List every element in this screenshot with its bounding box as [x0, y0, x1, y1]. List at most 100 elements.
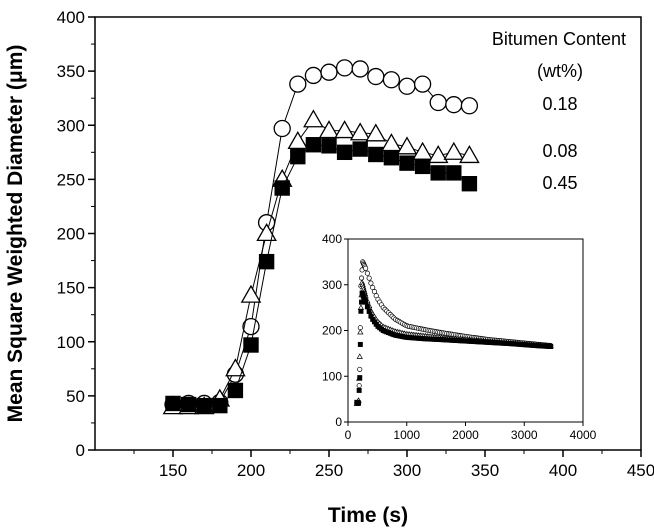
x-tick-label: 200: [237, 461, 265, 480]
y-tick-label: 50: [66, 387, 85, 406]
inset-data-point: [358, 308, 364, 314]
x-tick-label: 350: [471, 461, 499, 480]
data-point: [240, 284, 262, 303]
data-point: [225, 358, 246, 377]
x-tick-label: 400: [549, 461, 577, 480]
data-point: [446, 165, 462, 181]
data-point: [349, 122, 371, 141]
legend: Bitumen Content (wt%) 0.18 0.08 0.45: [492, 29, 626, 193]
x-tick-label: 150: [159, 461, 187, 480]
inset-data-point: [371, 289, 377, 295]
data-point: [352, 141, 368, 157]
data-point: [303, 109, 324, 128]
inset-data-point: [548, 344, 554, 349]
inset-x-tick-label: 3000: [511, 428, 538, 442]
series-0.45: [165, 137, 478, 414]
data-point: [196, 397, 212, 414]
legend-entry-0.08: 0.08: [542, 141, 577, 161]
inset-data-point: [363, 299, 369, 305]
data-point: [430, 165, 446, 181]
y-tick-label: 400: [57, 8, 85, 27]
data-point: [290, 148, 306, 165]
inset-data-point: [368, 280, 374, 286]
data-point: [459, 145, 480, 164]
data-point: [227, 382, 244, 399]
inset-data-point: [364, 270, 370, 276]
y-axis-title: Mean Square Weighted Diameter (μm): [4, 45, 27, 423]
inset-y-tick-label: 100: [322, 369, 342, 383]
y-tick-label: 300: [57, 116, 85, 135]
data-point: [274, 180, 290, 196]
inset-series-0.45: [354, 290, 554, 406]
inset-y-tick-label: 400: [322, 232, 342, 246]
x-tick-label: 250: [315, 461, 343, 480]
inset-data-point: [366, 308, 372, 314]
inset-y-tick-label: 0: [335, 415, 342, 429]
inset-x-tick-label: 1000: [393, 428, 420, 442]
data-point: [414, 158, 431, 175]
y-tick-label: 350: [57, 62, 85, 81]
data-point: [318, 120, 340, 139]
data-point: [165, 395, 181, 412]
inset-data-point: [366, 275, 372, 281]
data-point: [368, 146, 384, 163]
data-point: [304, 66, 323, 85]
data-point: [443, 141, 465, 160]
data-point: [461, 176, 478, 192]
data-point: [413, 75, 432, 93]
inset-data-point: [358, 275, 365, 281]
inset-data-point: [356, 387, 362, 393]
data-point: [334, 120, 355, 139]
data-point: [367, 67, 385, 86]
data-point: [289, 75, 307, 93]
y-tick-label: 100: [57, 333, 85, 352]
inset-data-point: [370, 284, 376, 291]
data-point: [429, 93, 447, 112]
data-point: [398, 77, 416, 95]
inset-data-point: [357, 375, 363, 381]
legend-entry-0.45: 0.45: [542, 173, 577, 193]
data-point: [180, 396, 197, 413]
x-axis-title: Time (s): [328, 504, 408, 527]
inset-data-point: [357, 328, 364, 335]
x-tick-label: 300: [393, 461, 421, 480]
data-point: [365, 123, 387, 142]
y-tick-label: 200: [57, 225, 85, 244]
inset-data-point: [356, 400, 362, 406]
inset-data-point: [356, 383, 362, 389]
inset-x-tick-label: 4000: [570, 428, 597, 442]
inset-data-point: [356, 353, 363, 359]
inset-data-point: [357, 341, 363, 347]
data-point: [336, 144, 353, 161]
data-point: [256, 222, 277, 242]
data-point: [320, 63, 338, 81]
y-tick-label: 150: [57, 279, 85, 298]
data-point: [427, 145, 449, 164]
y-tick-label: 0: [76, 441, 85, 460]
data-point: [321, 138, 337, 154]
data-point: [399, 155, 415, 171]
data-point: [351, 60, 369, 78]
data-point: [396, 136, 418, 155]
inset-plot: 0 1000 2000 3000 4000 0 100 200 300 400: [312, 229, 603, 446]
data-point: [445, 96, 463, 114]
y-tick-label: 250: [57, 170, 85, 189]
data-point: [383, 150, 400, 166]
data-point: [212, 397, 228, 414]
x-tick-label: 450: [627, 461, 654, 480]
legend-entry-0.18: 0.18: [542, 94, 577, 114]
inset-x-tick-label: 2000: [452, 428, 479, 442]
data-point: [382, 71, 401, 89]
data-point: [305, 137, 322, 153]
inset-y-tick-label: 300: [322, 278, 342, 292]
data-point: [258, 253, 275, 270]
data-point: [287, 130, 309, 150]
data-point: [335, 59, 354, 77]
legend-title: Bitumen Content: [492, 29, 626, 49]
inset-data-point: [357, 366, 363, 372]
inset-y-tick-label: 200: [322, 324, 342, 338]
inset-x-tick-label: 0: [345, 428, 352, 442]
data-point: [460, 97, 479, 115]
inset-data-point: [363, 265, 369, 271]
